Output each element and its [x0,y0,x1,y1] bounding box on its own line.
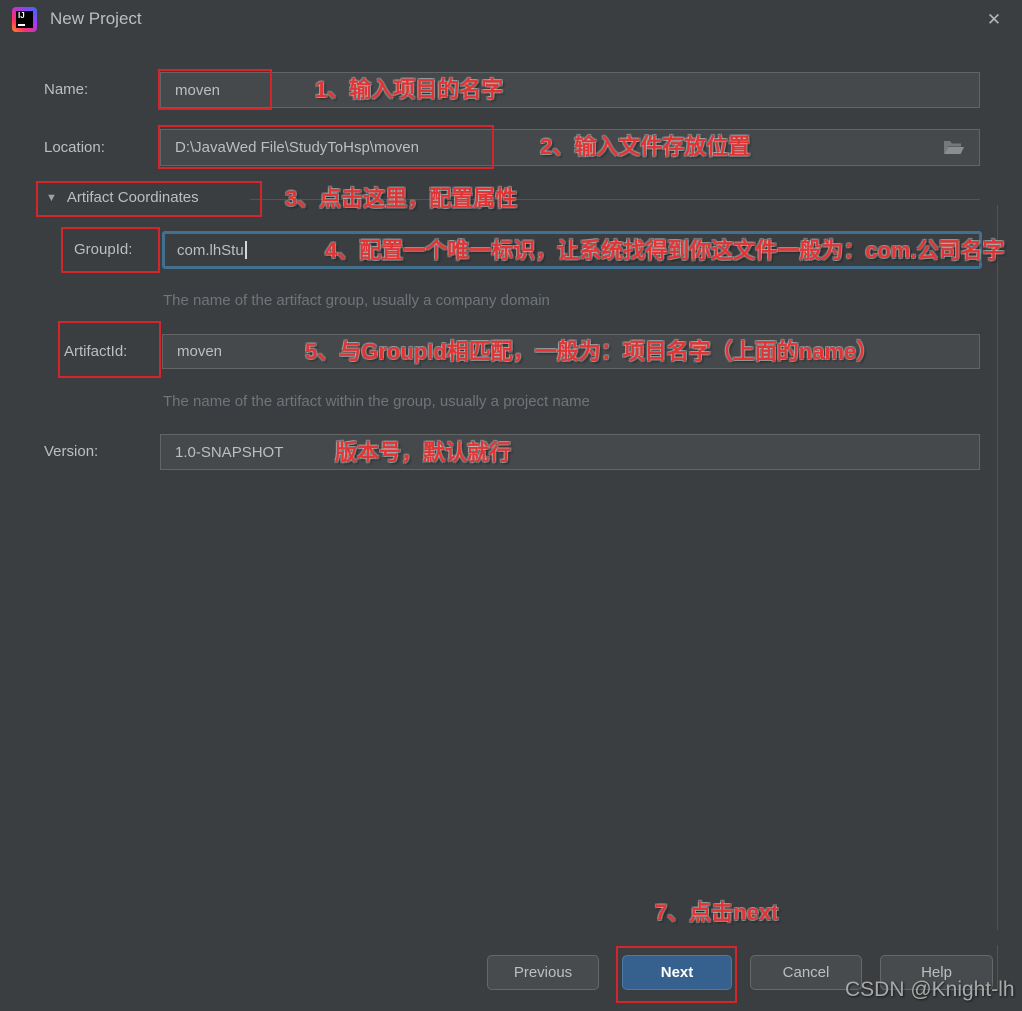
intellij-logo-letters: IJ [16,11,33,28]
close-icon: ✕ [986,10,1002,29]
location-input-value: D:\JavaWed File\StudyToHsp\moven [175,139,419,156]
name-label: Name: [44,81,89,98]
annotation-step7: 7、点击next [655,900,779,925]
next-button[interactable]: Next [622,955,732,990]
folder-open-icon [944,141,964,154]
chevron-down-icon: ▼ [46,191,57,204]
annotation-step5: 5、与GroupId相匹配，一般为：项目名字（上面的name） [305,339,879,364]
groupid-hint: The name of the artifact group, usually … [163,292,550,309]
version-label: Version: [44,443,99,460]
section-divider [250,199,980,200]
annotation-step2: 2、输入文件存放位置 [540,134,751,159]
location-input[interactable]: D:\JavaWed File\StudyToHsp\moven [160,129,980,166]
browse-location-button[interactable] [939,130,969,165]
scrollbar-track-line-bottom [997,945,998,990]
close-button[interactable]: ✕ [980,6,1008,34]
version-input[interactable]: 1.0-SNAPSHOT [160,434,980,470]
cancel-button[interactable]: Cancel [750,955,862,990]
name-input-value: moven [175,81,221,99]
annotation-step4: 4、配置一个唯一标识，让系统找得到你这文件一般为：com.公司名字 [325,238,1005,263]
text-caret [244,241,247,259]
artifactid-label: ArtifactId: [64,343,128,360]
groupid-input-value: com.lhStu [177,241,244,259]
scrollbar-track-line [997,205,998,930]
annotation-version-note: 版本号，默认就行 [335,440,512,465]
artifactid-hint: The name of the artifact within the grou… [163,393,590,410]
groupid-label: GroupId: [74,241,133,258]
artifactid-input[interactable]: moven [162,334,980,369]
groupid-input[interactable]: com.lhStu [162,231,982,269]
title-bar: IJ New Project ✕ [0,0,1022,40]
intellij-logo-icon: IJ [12,7,37,32]
version-input-value: 1.0-SNAPSHOT [175,443,284,461]
name-input[interactable]: moven [160,72,980,108]
artifactid-input-value: moven [177,343,223,360]
location-label: Location: [44,139,105,156]
artifact-coordinates-label: Artifact Coordinates [66,189,199,206]
annotation-step1: 1、输入项目的名字 [315,77,504,102]
artifact-coordinates-toggle[interactable]: ▼ Artifact Coordinates [46,189,199,206]
previous-button[interactable]: Previous [487,955,599,990]
annotation-step3: 3、点击这里，配置属性 [285,186,518,211]
window-title: New Project [50,9,142,28]
help-button[interactable]: Help [880,955,993,990]
